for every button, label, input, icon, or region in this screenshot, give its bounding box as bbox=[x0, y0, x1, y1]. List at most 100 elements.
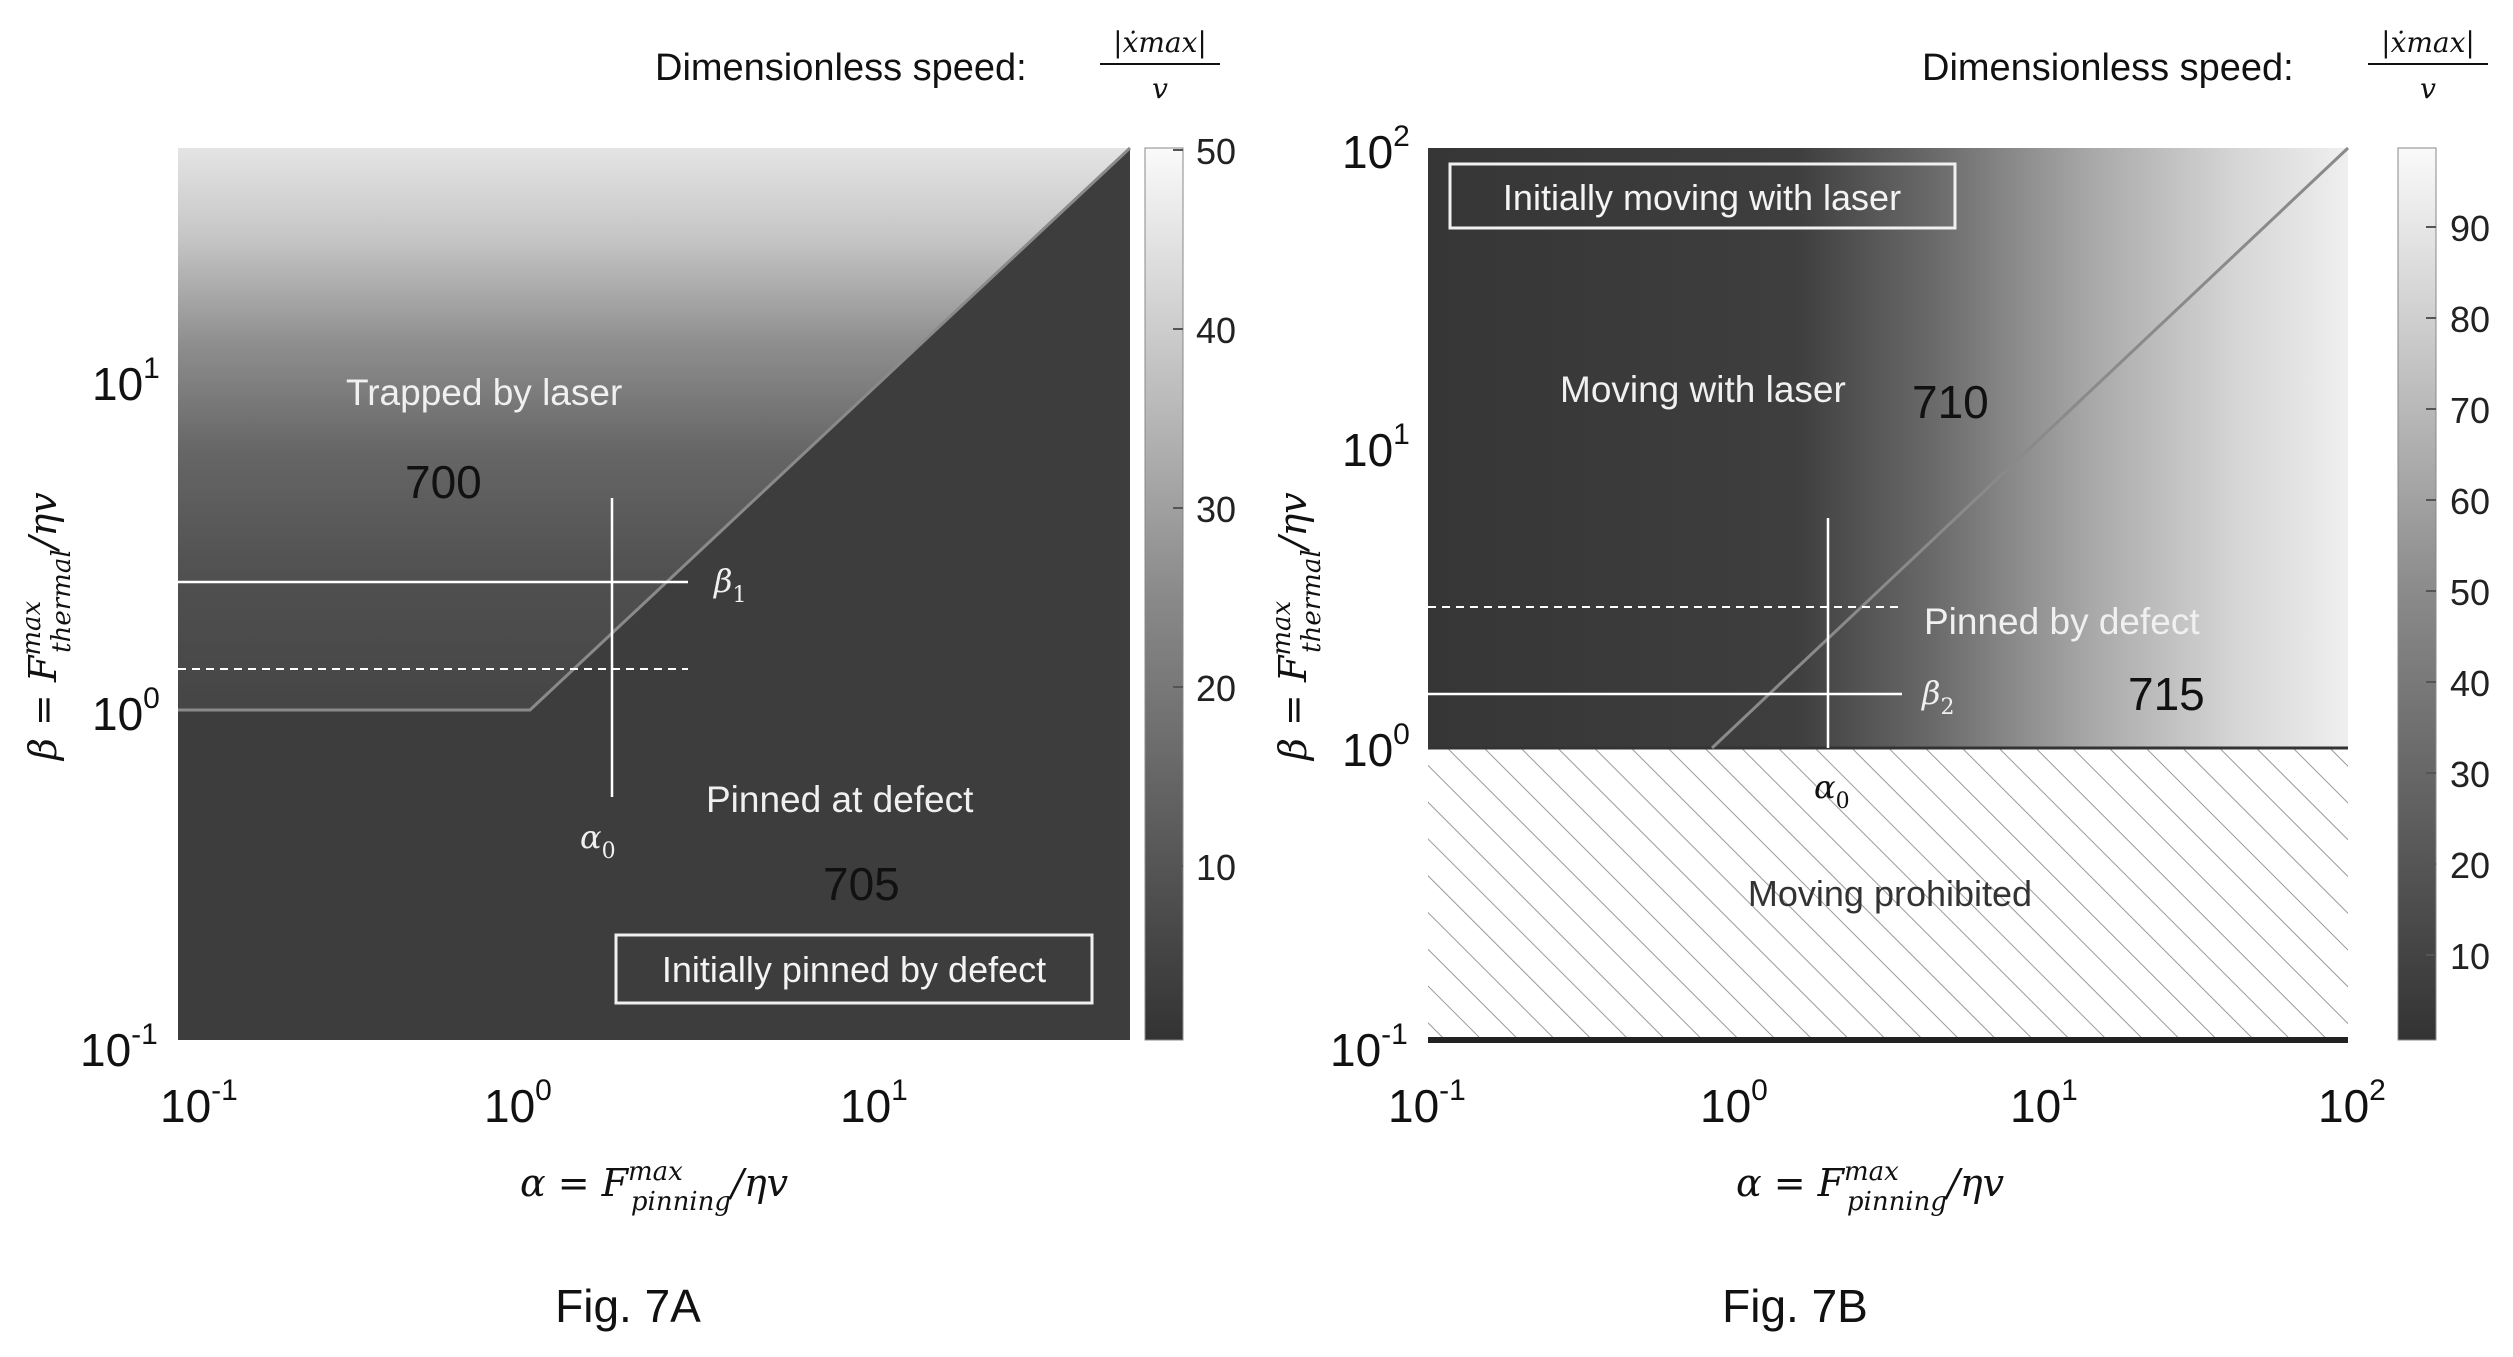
fig-7a: Trapped by laser 700 Pinned at defect 70… bbox=[17, 26, 1236, 1332]
fig-7b-prohibited-region bbox=[1428, 748, 2348, 1040]
fig-7a-xlabel: α = Fmax pinning/ηv bbox=[520, 1157, 789, 1217]
svg-text:β2: β2 bbox=[1921, 674, 1955, 720]
fig-7a-ylabel: β = Fmaxthermal/ηv bbox=[17, 492, 77, 762]
fig-7b-colorbar bbox=[2397, 147, 2437, 1041]
fig-7a-x-tick-base: 10 bbox=[484, 1080, 535, 1132]
fig-7b-y-tick-base: 10 bbox=[1342, 724, 1393, 776]
svg-text:10-1: 10-1 bbox=[80, 1018, 158, 1076]
fig-7b-y-tick-base: 10 bbox=[1342, 126, 1393, 178]
svg-text:100: 100 bbox=[1342, 718, 1410, 776]
fig-7b-cb-formula-num: |ẋmax| bbox=[2381, 26, 2475, 59]
fig-7b-y-tick-exp: 1 bbox=[1393, 418, 1410, 451]
fig-7a-x-tick-exp: 1 bbox=[891, 1074, 908, 1107]
fig-7b-xlabel: α = Fmax pinning/ηv bbox=[1736, 1157, 2005, 1217]
fig-7a-beta-label: β bbox=[713, 562, 733, 600]
fig-7a-y-tick-exp: 1 bbox=[143, 352, 160, 385]
fig-7b-ref-715: 715 bbox=[2128, 668, 2205, 720]
svg-text:β1: β1 bbox=[713, 562, 747, 608]
fig-7b-cb-tick: 20 bbox=[2450, 845, 2490, 886]
fig-7b-box bbox=[1448, 162, 1957, 230]
fig-7b-x-tick-exp: 0 bbox=[1751, 1074, 1768, 1107]
svg-text:101: 101 bbox=[1342, 418, 1410, 476]
fig-7b-x-tick-base: 10 bbox=[2010, 1080, 2061, 1132]
fig-7a-y-ticks: 10-1 100 101 bbox=[80, 352, 160, 1076]
fig-7b-alpha-sub: 0 bbox=[1836, 789, 1850, 814]
fig-7b-x-tick-base: 10 bbox=[1700, 1080, 1751, 1132]
fig-7b-y-tick-exp: 0 bbox=[1393, 718, 1410, 751]
fig-7a-x-tick-exp: 0 bbox=[535, 1074, 552, 1107]
fig-7b-cb-title: Dimensionless speed: bbox=[1922, 47, 2294, 89]
fig-7b-cb-tick: 30 bbox=[2450, 754, 2490, 795]
fig-7a-y-tick-exp: 0 bbox=[143, 682, 160, 715]
fig-7b-caption: Fig. 7B bbox=[1722, 1280, 1868, 1332]
fig-7b-x-tick-exp: 2 bbox=[2369, 1074, 2386, 1107]
fig-7a-cb-formula-den: v bbox=[1152, 72, 1168, 105]
fig-7a-colorbar bbox=[1144, 147, 1184, 1041]
fig-7a-cb-tick: 40 bbox=[1196, 310, 1236, 351]
fig-7a-box-label: Initially pinned by defect bbox=[662, 949, 1046, 990]
fig-7a-x-ticks: 10-1 100 101 bbox=[160, 1074, 908, 1132]
fig-7b-y-ticks: 10-1 100 101 102 bbox=[1330, 120, 1410, 1076]
fig-7b-cb-tick: 90 bbox=[2450, 208, 2490, 249]
fig-7a-heatmap: Trapped by laser 700 Pinned at defect 70… bbox=[178, 146, 1132, 1040]
fig-7b-colorbar-ticks: 10 20 30 40 50 60 70 80 90 bbox=[2426, 208, 2490, 977]
fig-7a-x-tick-base: 10 bbox=[840, 1080, 891, 1132]
fig-7b-box-label: Initially moving with laser bbox=[1503, 177, 1901, 218]
fig-7b-cb-formula-den: v bbox=[2420, 72, 2436, 105]
fig-7b-x-ticks: 10-1 100 101 102 bbox=[1388, 1074, 2386, 1132]
fig-7b-y-tick-base: 10 bbox=[1330, 1024, 1381, 1076]
fig-7b-cb-tick: 60 bbox=[2450, 481, 2490, 522]
fig-7b-cb-tick: 80 bbox=[2450, 299, 2490, 340]
fig-7a-x-tick-exp: -1 bbox=[211, 1074, 238, 1107]
fig-7a-alpha-label: α bbox=[580, 818, 602, 856]
fig-7a-cb-tick: 30 bbox=[1196, 489, 1236, 530]
svg-text:α0: α0 bbox=[580, 818, 616, 864]
fig-7b-region-moving: Moving with laser bbox=[1560, 369, 1846, 410]
fig-7a-cb-title: Dimensionless speed: bbox=[655, 47, 1027, 89]
svg-text:10-1: 10-1 bbox=[1330, 1018, 1408, 1076]
svg-text:101: 101 bbox=[92, 352, 160, 410]
fig-7b-heatmap: Initially moving with laser Moving with … bbox=[1428, 146, 2350, 1043]
fig-7b-x-tick-base: 10 bbox=[2318, 1080, 2369, 1132]
svg-text:101: 101 bbox=[2010, 1074, 2078, 1132]
fig-7a-y-tick-base: 10 bbox=[80, 1024, 131, 1076]
fig-7a-boundary-line bbox=[178, 146, 1132, 712]
fig-7b-beta-label: β bbox=[1921, 674, 1941, 712]
fig-7b-beta-sub: 2 bbox=[1941, 695, 1955, 720]
fig-7a-beta-sub: 1 bbox=[733, 583, 747, 608]
fig-7a-x-tick-base: 10 bbox=[160, 1080, 211, 1132]
svg-text:102: 102 bbox=[2318, 1074, 2386, 1132]
fig-7a-region-pinned: Pinned at defect bbox=[706, 779, 974, 820]
fig-7a-caption: Fig. 7A bbox=[555, 1280, 701, 1332]
fig-7b-y-tick-base: 10 bbox=[1342, 424, 1393, 476]
fig-7b-region-prohibited: Moving prohibited bbox=[1748, 873, 2032, 914]
fig-7a-region-trapped: Trapped by laser bbox=[346, 372, 622, 413]
fig-7b-ref-710: 710 bbox=[1912, 376, 1989, 428]
fig-7b-y-tick-exp: -1 bbox=[1381, 1018, 1408, 1051]
fig-7a-y-tick-base: 10 bbox=[92, 358, 143, 410]
fig-7a-cb-formula-num: |ẋmax| bbox=[1113, 26, 1207, 59]
fig-7a-ref-700: 700 bbox=[405, 456, 482, 508]
svg-text:100: 100 bbox=[1700, 1074, 1768, 1132]
fig-7a-y-tick-exp: -1 bbox=[131, 1018, 158, 1051]
fig-7a-ref-705: 705 bbox=[823, 858, 900, 910]
fig-7a-colorbar-ticks: 10 20 30 40 50 bbox=[1173, 131, 1236, 888]
fig-7b-cb-tick: 50 bbox=[2450, 572, 2490, 613]
svg-text:100: 100 bbox=[92, 682, 160, 740]
fig-7a-cb-tick: 10 bbox=[1196, 847, 1236, 888]
fig-7b-x-tick-exp: -1 bbox=[1439, 1074, 1466, 1107]
svg-text:10-1: 10-1 bbox=[160, 1074, 238, 1132]
fig-7b-cb-tick: 40 bbox=[2450, 663, 2490, 704]
fig-7b-region-pinned: Pinned by defect bbox=[1924, 601, 2200, 642]
fig-7b-boundary-line bbox=[1710, 146, 2350, 750]
fig-7b: Initially moving with laser Moving with … bbox=[1267, 26, 2490, 1332]
svg-text:102: 102 bbox=[1342, 120, 1410, 178]
fig-7b-y-tick-exp: 2 bbox=[1393, 120, 1410, 153]
fig-7b-alpha-label: α bbox=[1814, 768, 1836, 806]
svg-text:101: 101 bbox=[840, 1074, 908, 1132]
fig-7b-x-tick-exp: 1 bbox=[2061, 1074, 2078, 1107]
svg-text:100: 100 bbox=[484, 1074, 552, 1132]
fig-7a-cb-tick: 20 bbox=[1196, 668, 1236, 709]
fig-7b-plot-area bbox=[1428, 148, 2348, 748]
